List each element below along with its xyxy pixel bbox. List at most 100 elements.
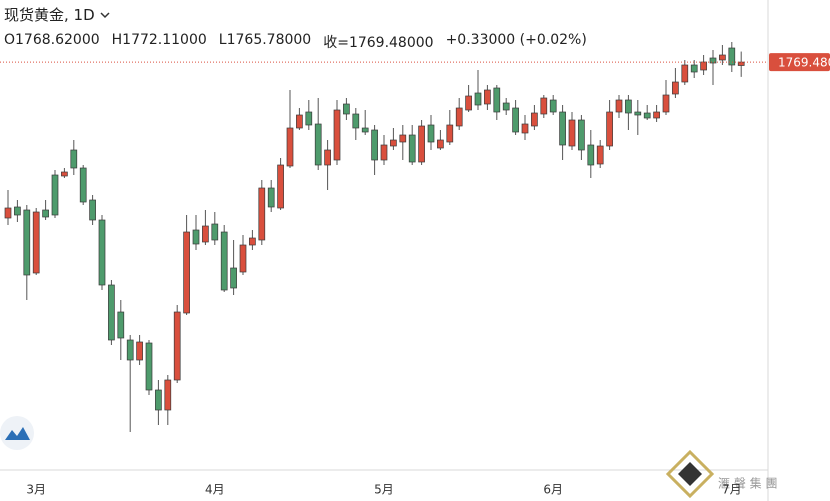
candle-body xyxy=(117,311,125,339)
candle-body xyxy=(239,244,247,273)
candle-body xyxy=(305,111,313,126)
candle-body xyxy=(23,209,31,276)
candle-body xyxy=(155,389,162,411)
last-price-box xyxy=(769,53,830,72)
candle-body xyxy=(465,95,472,111)
candle-body xyxy=(32,211,40,274)
candle-body xyxy=(390,139,397,147)
candle-body xyxy=(474,92,482,106)
candle-body xyxy=(249,237,256,246)
logo-diamond xyxy=(665,449,715,499)
candle-body xyxy=(681,64,689,83)
ohlc-value: H1772.11000 xyxy=(111,32,207,48)
candle-body xyxy=(634,111,642,116)
candle-body xyxy=(512,107,519,133)
candle-body xyxy=(361,127,369,133)
watermark-text: 滙 聲 集 團 xyxy=(718,476,777,491)
dropdown-chevron[interactable] xyxy=(99,9,111,21)
symbol-title[interactable]: 现货黄金, 1D xyxy=(4,6,95,24)
candle-body xyxy=(324,149,331,166)
candle-body xyxy=(672,81,679,95)
logo-bg[interactable] xyxy=(0,416,34,450)
candle-body xyxy=(455,107,463,127)
x-tick-label: 4月 xyxy=(205,483,225,497)
header-title-row[interactable]: 现货黄金, 1D xyxy=(4,4,111,25)
candle-body xyxy=(343,103,350,115)
candle-body xyxy=(296,114,303,129)
candle-body xyxy=(277,164,284,209)
x-tick-label: 7月 xyxy=(722,483,742,497)
candle-body xyxy=(531,112,538,127)
logo-core xyxy=(678,462,702,486)
candle-body xyxy=(587,144,595,166)
candle-body xyxy=(596,145,604,165)
candle-body xyxy=(145,342,153,391)
candle-body xyxy=(314,123,322,166)
candle-body xyxy=(399,134,407,143)
candle-body xyxy=(202,225,209,243)
candle-body xyxy=(568,119,576,147)
candle-body xyxy=(719,54,726,61)
candle-body xyxy=(737,61,745,66)
candle-body xyxy=(559,111,566,146)
candle-body xyxy=(183,231,190,314)
candle-body xyxy=(728,47,736,66)
candle-body xyxy=(408,134,416,163)
candle-body xyxy=(258,187,266,241)
last-price-label: 1769.480 xyxy=(778,56,830,70)
candle-body xyxy=(14,206,21,216)
candle-body xyxy=(484,89,491,105)
candle-body xyxy=(286,127,294,167)
candle-body xyxy=(89,199,96,221)
candle-body xyxy=(352,113,360,129)
candle-body xyxy=(427,124,435,143)
candle-body xyxy=(502,102,510,111)
ohlc-value: 收=1769.48000 xyxy=(323,35,434,51)
candle-body xyxy=(4,207,12,219)
candle-body xyxy=(108,284,115,341)
ohlc-row: O1768.62000 H1772.11000 L1765.78000 收=1769.… xyxy=(4,32,587,52)
watermark-logo xyxy=(665,449,715,499)
ohlc-value: +0.33000 (+0.02%) xyxy=(445,32,587,48)
candle-body xyxy=(437,139,444,149)
candle-body xyxy=(70,149,78,169)
candle-body xyxy=(51,174,59,216)
candle-body xyxy=(61,171,68,177)
candle-body xyxy=(615,99,623,113)
candle-body xyxy=(690,64,698,73)
candle-body xyxy=(42,209,49,218)
candle-body xyxy=(493,87,501,113)
candle-body xyxy=(211,223,219,241)
candle-body xyxy=(230,267,237,289)
candle-body xyxy=(136,341,143,361)
logo-icon[interactable] xyxy=(5,427,30,440)
candle-body xyxy=(446,124,454,143)
candle-body xyxy=(578,119,585,151)
candle-body xyxy=(521,123,529,134)
x-tick-label: 6月 xyxy=(543,483,563,497)
ohlc-value: O1768.62000 xyxy=(4,32,100,48)
candle-body xyxy=(418,125,425,163)
candle-body xyxy=(653,111,660,119)
candle-body xyxy=(126,339,134,361)
candle-body xyxy=(643,112,651,119)
candle-body xyxy=(709,57,717,64)
app-logo[interactable] xyxy=(0,416,34,450)
candle-body xyxy=(625,99,632,114)
x-tick-label: 3月 xyxy=(26,483,46,497)
candle-body xyxy=(79,167,87,203)
candle-body xyxy=(662,94,670,113)
x-tick-label: 5月 xyxy=(374,483,394,497)
candle-body xyxy=(371,129,378,161)
candle-body xyxy=(192,229,200,245)
candle-body xyxy=(173,311,181,381)
candle-body xyxy=(267,187,275,208)
ohlc-value: L1765.78000 xyxy=(218,32,312,48)
candle-body xyxy=(380,144,388,161)
candle-body xyxy=(220,231,228,291)
candle-body xyxy=(333,109,341,161)
candle-body xyxy=(164,379,172,411)
candle-body xyxy=(700,61,707,71)
